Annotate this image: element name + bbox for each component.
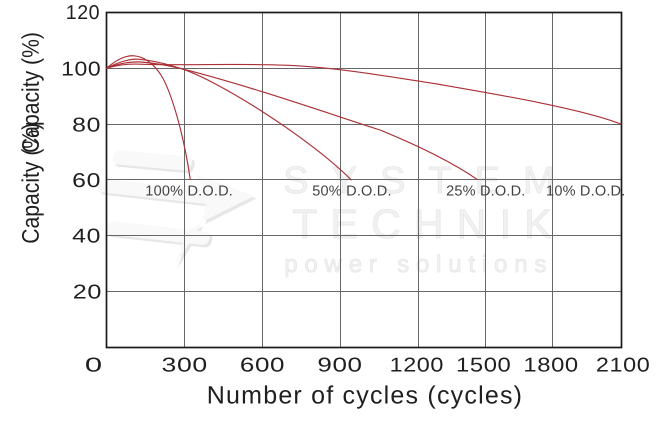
svg-text:1800: 1800 [523, 355, 578, 377]
svg-text:10% D.O.D.: 10% D.O.D. [546, 184, 625, 200]
svg-text:power solutions: power solutions [284, 251, 553, 278]
svg-text:100: 100 [61, 59, 101, 81]
svg-text:100% D.O.D.: 100% D.O.D. [145, 184, 233, 200]
svg-text:2100: 2100 [596, 355, 650, 377]
svg-text:25% D.O.D.: 25% D.O.D. [446, 184, 525, 200]
svg-text:Number of cycles (cycles): Number of cycles (cycles) [207, 382, 523, 410]
svg-text:50% D.O.D.: 50% D.O.D. [312, 184, 391, 200]
svg-text:300: 300 [162, 355, 208, 377]
svg-text:20: 20 [73, 282, 102, 304]
svg-text:Capacity (%): Capacity (%) [18, 123, 45, 244]
svg-text:TECHNIK: TECHNIK [292, 201, 565, 247]
svg-text:80: 80 [72, 114, 101, 136]
svg-text:1500: 1500 [456, 355, 511, 377]
svg-text:600: 600 [240, 355, 285, 377]
svg-text:1200: 1200 [390, 355, 444, 377]
svg-text:Capacity (%): Capacity (%) [18, 32, 45, 153]
svg-text:900: 900 [317, 355, 362, 377]
svg-text:120: 120 [66, 2, 100, 24]
svg-text:0: 0 [85, 355, 103, 377]
svg-text:60: 60 [72, 170, 101, 192]
svg-text:40: 40 [72, 226, 101, 248]
